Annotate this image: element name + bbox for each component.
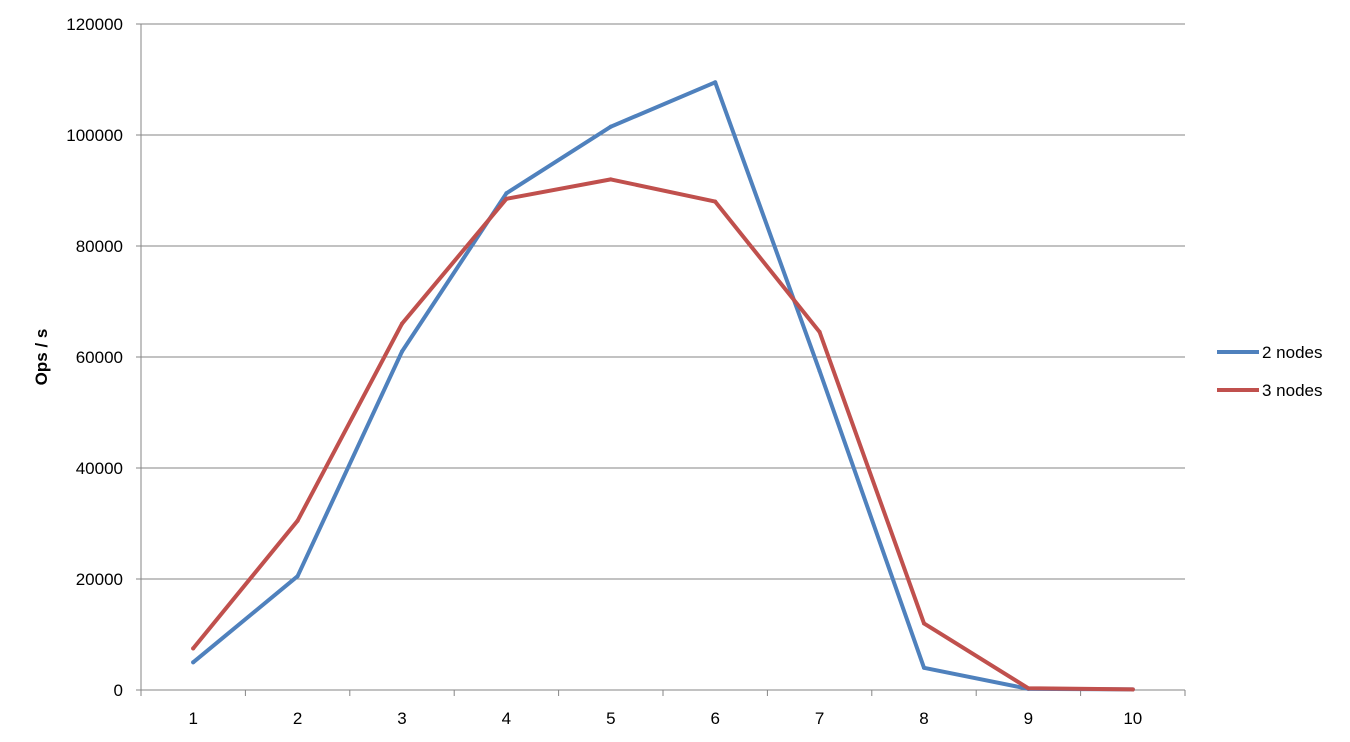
data-point	[922, 621, 926, 626]
y-tick-label: 120000	[66, 15, 123, 34]
y-tick-label: 60000	[76, 348, 123, 367]
x-tick-label: 9	[1024, 709, 1033, 728]
series-lines	[191, 80, 1135, 692]
y-axis-title: Ops / s	[32, 329, 51, 386]
series-line-2	[191, 177, 1135, 692]
data-point	[191, 646, 196, 651]
x-tick-label: 4	[502, 709, 511, 728]
x-tick-label: 3	[397, 709, 406, 728]
data-point	[817, 368, 822, 373]
legend-label: 3 nodes	[1262, 381, 1323, 400]
data-point	[400, 349, 404, 354]
x-tick-label: 6	[710, 709, 719, 728]
data-point	[713, 199, 718, 204]
legend-item-2: 3 nodes	[1217, 381, 1323, 400]
y-tick-label: 20000	[76, 570, 123, 589]
gridlines	[141, 23, 1185, 580]
data-point	[295, 574, 300, 579]
y-tick-labels: 0 20000 40000 60000 80000 100000 120000	[66, 15, 123, 700]
data-point	[608, 177, 613, 182]
data-point	[817, 330, 822, 335]
x-tick-labels: 1 2 3 4 5 6 7 8 9 10	[188, 709, 1142, 728]
axes	[136, 23, 1186, 696]
data-point	[922, 665, 926, 670]
data-point	[504, 196, 509, 201]
x-tick-label: 2	[293, 709, 302, 728]
x-tick-label: 1	[188, 709, 197, 728]
data-point	[1130, 687, 1135, 692]
y-tick-label: 0	[114, 681, 123, 700]
data-point	[504, 191, 509, 196]
x-tick-label: 10	[1123, 709, 1142, 728]
data-point	[1026, 686, 1031, 691]
legend-item-1: 2 nodes	[1217, 343, 1323, 362]
x-tick-label: 7	[815, 709, 824, 728]
data-point	[713, 80, 718, 85]
y-tick-label: 80000	[76, 237, 123, 256]
data-point	[400, 321, 404, 326]
x-tick-label: 8	[919, 709, 928, 728]
data-point	[608, 124, 613, 129]
series-line-1	[191, 80, 1135, 692]
data-point	[191, 660, 196, 665]
legend: 2 nodes 3 nodes	[1217, 343, 1323, 400]
data-point	[295, 518, 300, 523]
x-tick-label: 5	[606, 709, 615, 728]
y-tick-label: 100000	[66, 126, 123, 145]
legend-label: 2 nodes	[1262, 343, 1323, 362]
y-tick-label: 40000	[76, 459, 123, 478]
